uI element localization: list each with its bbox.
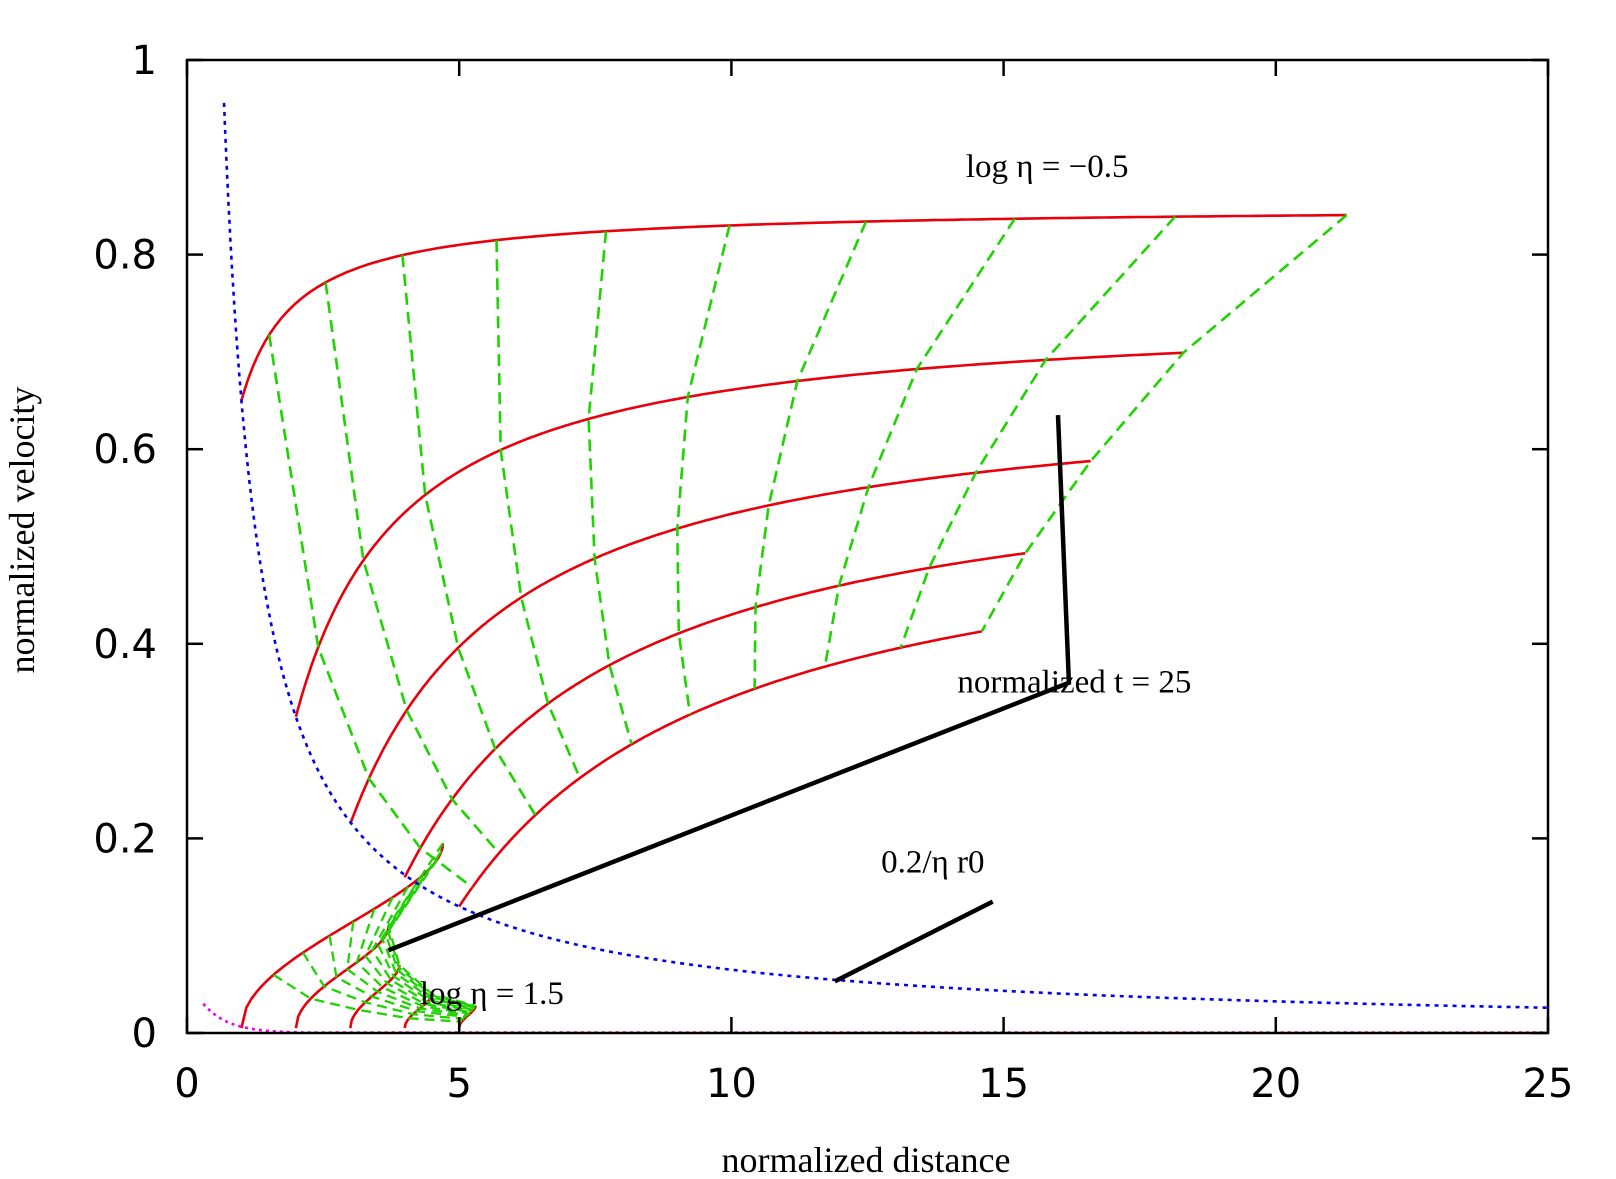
isochrone-large-9 (899, 215, 1177, 649)
x-tick-label: 25 (1523, 1061, 1574, 1107)
blue-curve (222, 102, 1549, 1009)
isochrone-small-4 (346, 921, 469, 1017)
isochrone-small-3 (328, 935, 467, 1019)
isochrone-large-4 (495, 240, 581, 779)
label-layer: normalized distance normalized velocity … (2, 38, 1573, 1179)
isochrone-small-2 (302, 952, 465, 1021)
y-tick-label: 1 (132, 38, 157, 84)
plot-frame (185, 58, 1550, 1035)
y-tick-label: 0.4 (93, 622, 157, 668)
pointer-line-1 (387, 415, 1072, 953)
isochrone-large-3 (401, 254, 537, 816)
isochrone-large-1 (267, 334, 474, 889)
isochrone-large-6 (675, 225, 731, 715)
isochrone-small-7 (371, 886, 473, 1013)
annotation-text-1: log η = −0.5 (966, 149, 1129, 185)
y-tick-label: 0.6 (93, 427, 157, 473)
trajectory-large-4 (403, 551, 1026, 878)
data-layer (202, 102, 1549, 1034)
trajectory-large-2 (294, 351, 1184, 718)
y-tick-label: 0.2 (93, 816, 157, 862)
axis-layer (185, 58, 1550, 1035)
isochrone-large-7 (753, 221, 868, 689)
x-axis-title: normalized distance (722, 1140, 1011, 1179)
annotation-text-4: log η = 1.5 (420, 976, 564, 1012)
trajectory-large-1 (240, 213, 1347, 402)
trajectory-small-2 (294, 926, 390, 1029)
isochrone-small-6 (363, 896, 472, 1014)
x-tick-label: 20 (1250, 1061, 1301, 1107)
x-tick-label: 5 (446, 1061, 471, 1107)
isochrone-small-10 (384, 858, 476, 1009)
trajectory-large-3 (349, 459, 1091, 825)
isochrone-large-5 (587, 231, 633, 745)
y-tick-label: 0 (132, 1011, 157, 1057)
x-tick-label: 0 (174, 1061, 199, 1107)
x-tick-label: 15 (978, 1061, 1029, 1107)
isochrone-large-2 (324, 282, 500, 854)
trajectory-small-1 (240, 843, 445, 1029)
y-tick-label: 0.8 (93, 233, 157, 279)
isochrone-small-1 (272, 973, 462, 1023)
trajectory-large-5 (458, 630, 983, 908)
y-axis-title: normalized velocity (2, 387, 42, 674)
isochrone-large-10 (980, 214, 1348, 633)
pointer-line-2 (833, 899, 994, 984)
annotation-text-3: 0.2/η r0 (881, 844, 984, 880)
isochrone-small-11 (386, 850, 476, 1008)
isochrone-small-12 (387, 842, 476, 1007)
annotation-text-2: normalized t = 25 (957, 664, 1191, 700)
isochrone-small-5 (355, 908, 471, 1015)
x-tick-label: 10 (706, 1061, 757, 1107)
isochrone-large-8 (823, 217, 1016, 667)
